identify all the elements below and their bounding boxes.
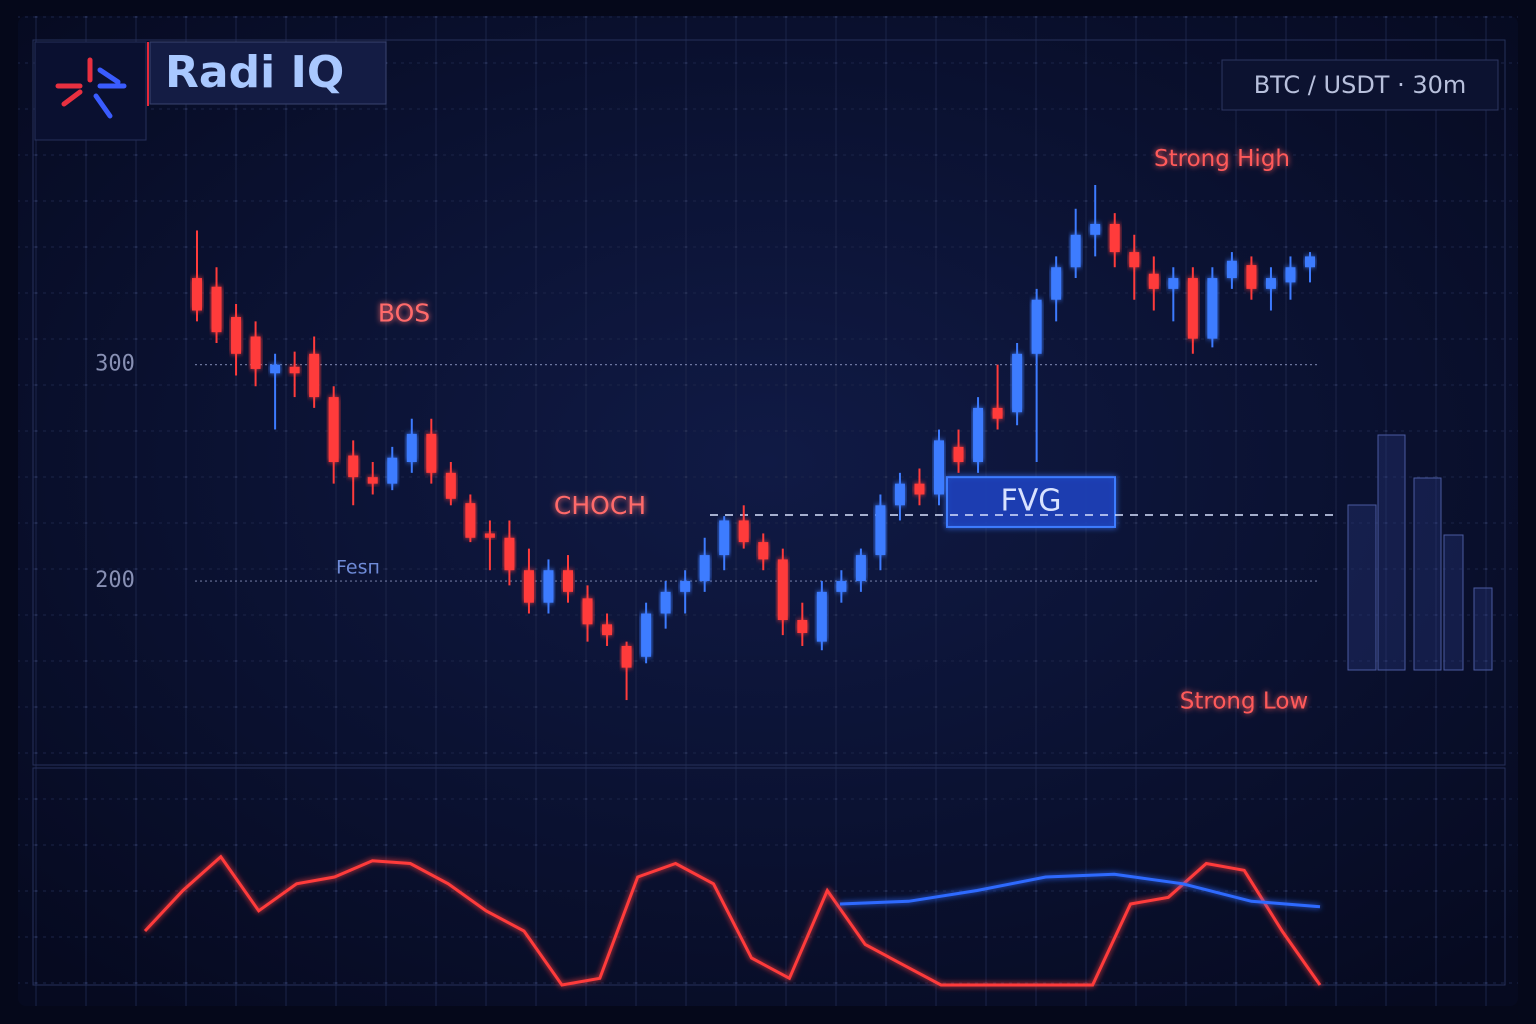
candle-body <box>1168 278 1179 289</box>
candle-body <box>973 407 984 463</box>
candle-body <box>1051 267 1062 300</box>
candle-body <box>1246 265 1257 289</box>
main-frame <box>32 39 1506 766</box>
app-title: Radi IQ <box>165 47 344 98</box>
candle-body <box>699 555 710 582</box>
candle-body <box>367 477 378 484</box>
candle-body <box>1109 223 1120 253</box>
fvg-zone <box>946 476 1116 528</box>
indicator-line <box>143 854 1322 987</box>
candle-body <box>855 555 866 582</box>
volume-bar <box>1377 434 1406 671</box>
candle-body <box>231 317 242 354</box>
indicator-line <box>839 872 1321 909</box>
candle-body <box>426 433 437 473</box>
candle-body <box>1031 299 1042 354</box>
volume-bar <box>1347 504 1377 671</box>
grid-pattern <box>18 16 1518 1006</box>
candle-body <box>543 570 554 603</box>
candle-body <box>719 520 730 556</box>
candle-body <box>1285 267 1296 283</box>
candle-body <box>465 503 476 538</box>
candle-body <box>1207 278 1218 339</box>
title-box <box>149 41 387 105</box>
candle-body <box>1305 256 1315 268</box>
candle-body <box>348 455 359 478</box>
candle-body <box>1265 278 1276 289</box>
candle-body <box>387 457 398 484</box>
candle-body <box>738 520 749 543</box>
y-tick-label: 300 <box>95 352 135 377</box>
candle-body <box>660 591 671 614</box>
candle-body <box>504 537 515 571</box>
candle-body <box>484 533 495 538</box>
logo <box>34 41 147 141</box>
candle-body <box>602 624 613 636</box>
candle-body <box>621 645 632 668</box>
candle-body <box>582 598 593 625</box>
pair-label: BTC / USDT · 30m <box>1254 71 1467 99</box>
candle-body <box>563 570 573 592</box>
candle-body <box>934 440 944 495</box>
volume-bar <box>1473 587 1493 671</box>
level-label: CHOCH <box>554 491 646 520</box>
candle-body <box>270 364 281 374</box>
candle-body <box>445 472 456 499</box>
candle-body <box>816 591 827 642</box>
candle-body <box>250 336 261 369</box>
indicator-frame <box>32 767 1506 986</box>
candle-body <box>1226 260 1237 279</box>
candle-body <box>328 397 339 463</box>
pair-box <box>1221 59 1499 111</box>
volume-bar <box>1413 477 1442 671</box>
candle-body <box>1070 234 1081 268</box>
candle-body <box>894 483 905 506</box>
candle-body <box>641 613 652 657</box>
candle-body <box>1090 223 1101 235</box>
candle-body <box>309 353 320 398</box>
candle-body <box>953 446 964 463</box>
candle-body <box>289 366 300 374</box>
candle-body <box>1148 273 1159 289</box>
candle-body <box>992 407 1003 419</box>
candle-body <box>1129 252 1140 268</box>
candle-body <box>1012 353 1023 413</box>
candle-body <box>758 542 769 560</box>
candle-body <box>523 570 534 603</box>
candle-body <box>836 581 847 592</box>
volume-bar <box>1443 534 1464 671</box>
candle-body <box>797 620 808 633</box>
level-label: Fesп <box>336 557 380 579</box>
candle-body <box>211 286 222 333</box>
level-label: BOS <box>378 298 430 327</box>
candle-body <box>680 581 691 592</box>
fvg-label: FVG <box>1000 484 1061 519</box>
candle-body <box>875 505 886 556</box>
plot: 200 300 Strong High Strong Low BOS CHOCH Fesп F… <box>95 146 1493 987</box>
candle-body <box>777 559 788 620</box>
level-label: Strong Low <box>1180 689 1308 715</box>
y-tick-label: 200 <box>95 568 135 593</box>
candle-body <box>1187 278 1198 339</box>
level-label: Strong High <box>1154 146 1290 172</box>
candle-body <box>406 433 417 463</box>
candle-body <box>192 278 202 311</box>
candle-body <box>914 483 925 495</box>
